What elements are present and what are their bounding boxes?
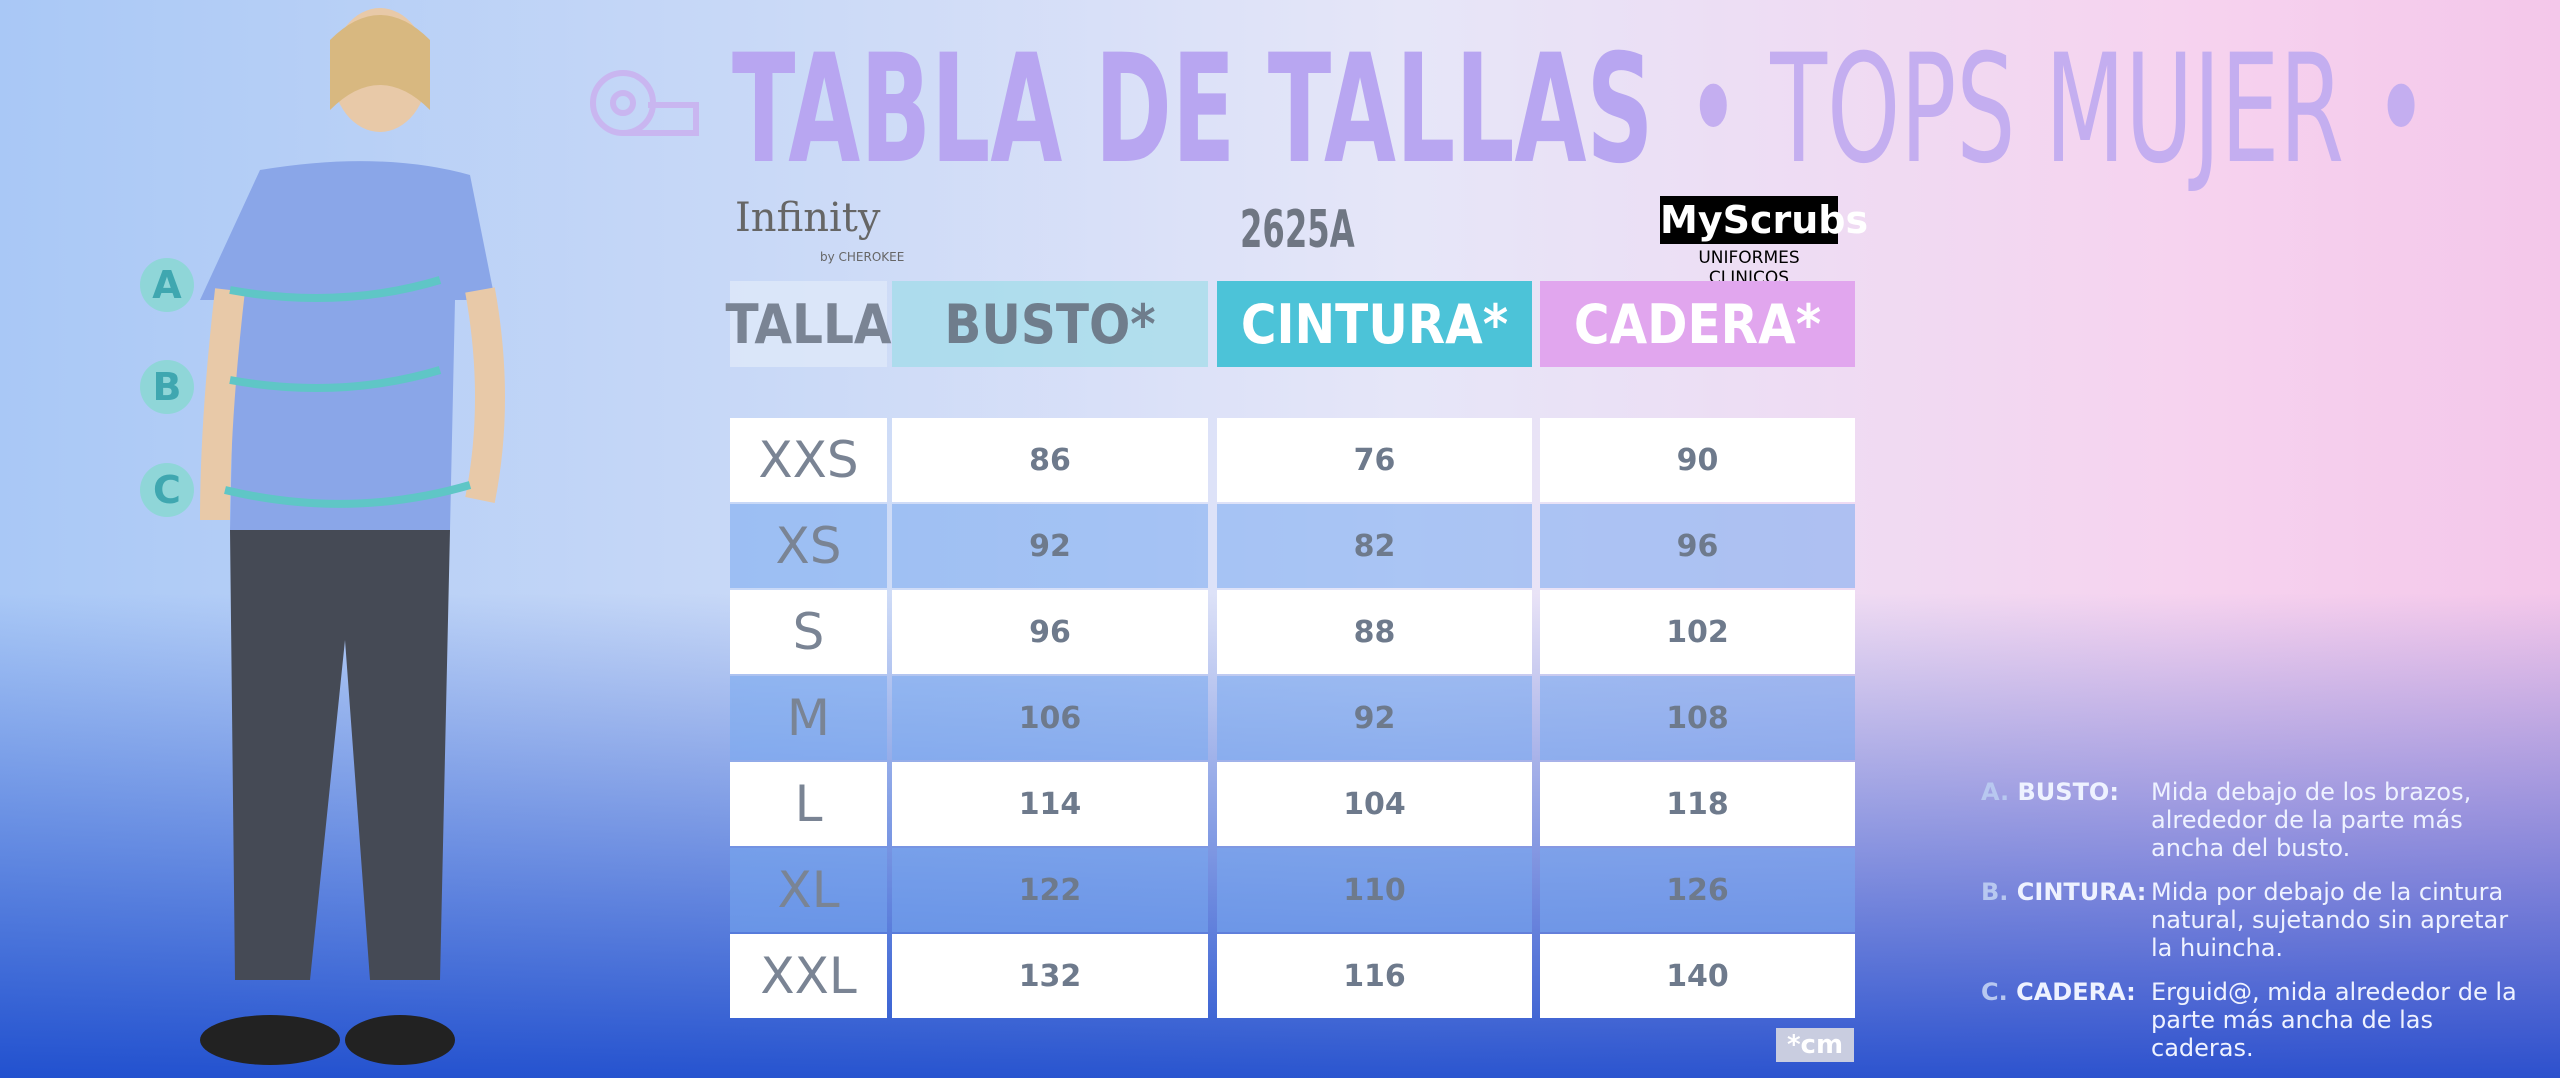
- cell-value: 110: [1217, 848, 1532, 932]
- note-term: BUSTO:: [2009, 778, 2119, 806]
- cell-value: 108: [1540, 676, 1855, 760]
- note-term: CINTURA:: [2008, 878, 2147, 906]
- model-text: 2625A: [1240, 200, 1355, 260]
- cell-value: 116: [1217, 934, 1532, 1018]
- cell-value: 96: [1540, 504, 1855, 588]
- brand: Infinity: [735, 195, 881, 241]
- cell-value: 106: [892, 676, 1208, 760]
- note-letter: A.: [1981, 778, 2010, 806]
- column-header: BUSTO*: [892, 281, 1208, 367]
- column-header: TALLA: [725, 281, 892, 367]
- cell-value: 114: [892, 762, 1208, 846]
- note-term: CADERA:: [2007, 978, 2136, 1006]
- marker: A: [140, 258, 194, 312]
- note-label: A. BUSTO:: [1981, 778, 2151, 862]
- column-header: CADERA*: [1540, 281, 1855, 367]
- cell-value: 132: [892, 934, 1208, 1018]
- size-label: XXS: [730, 418, 887, 502]
- title-sub: • TOPS MUJER •: [1685, 23, 2429, 197]
- cell-value: 82: [1217, 504, 1532, 588]
- note-text: Mida debajo de los brazos, alrededor de …: [2151, 778, 2472, 862]
- cell-value: 126: [1540, 848, 1855, 932]
- cell-value: 76: [1217, 418, 1532, 502]
- size-label: XS: [730, 504, 887, 588]
- note-text: Erguid@, mida alrededor de la parte más …: [2151, 978, 2517, 1062]
- cell-value: 90: [1540, 418, 1855, 502]
- tape-icon: [590, 70, 699, 136]
- title: TABLA DE TALLAS • TOPS MUJER •: [732, 30, 2560, 190]
- size-label: M: [730, 676, 887, 760]
- cell-value: 104: [1217, 762, 1532, 846]
- note: C. CADERA: Erguid@, mida alrededor de la …: [1981, 978, 2541, 1062]
- note-text: Mida por debajo de la cintura natural, s…: [2151, 878, 2509, 962]
- marker: B: [140, 360, 194, 414]
- logo: MyScrubs: [1660, 196, 1869, 244]
- note-letter: B.: [1981, 878, 2009, 906]
- cell-value: 88: [1217, 590, 1532, 674]
- cell-value: 96: [892, 590, 1208, 674]
- column-header: CINTURA*: [1217, 281, 1532, 367]
- note-label: C. CADERA:: [1981, 978, 2151, 1062]
- size-label: XL: [730, 848, 887, 932]
- size-label: L: [730, 762, 887, 846]
- marker: C: [140, 463, 194, 517]
- note-label: B. CINTURA:: [1981, 878, 2151, 962]
- brand-sub: by CHEROKEE: [820, 250, 905, 264]
- title-main: TABLA DE TALLAS: [732, 23, 1654, 197]
- cell-value: 118: [1540, 762, 1855, 846]
- size-label: XXL: [730, 934, 887, 1018]
- model: 2625A: [1240, 200, 1425, 260]
- model-figure: [200, 8, 505, 1065]
- cell-value: 92: [892, 504, 1208, 588]
- cell-value: 122: [892, 848, 1208, 932]
- cell-value: 92: [1217, 676, 1532, 760]
- cell-value: 140: [1540, 934, 1855, 1018]
- cell-value: 86: [892, 418, 1208, 502]
- size-label: S: [730, 590, 887, 674]
- note: A. BUSTO: Mida debajo de los brazos, alre…: [1981, 778, 2541, 862]
- unit: *cm: [1776, 1028, 1854, 1062]
- cell-value: 102: [1540, 590, 1855, 674]
- note: B. CINTURA: Mida por debajo de la cintura…: [1981, 878, 2541, 962]
- note-letter: C.: [1981, 978, 2008, 1006]
